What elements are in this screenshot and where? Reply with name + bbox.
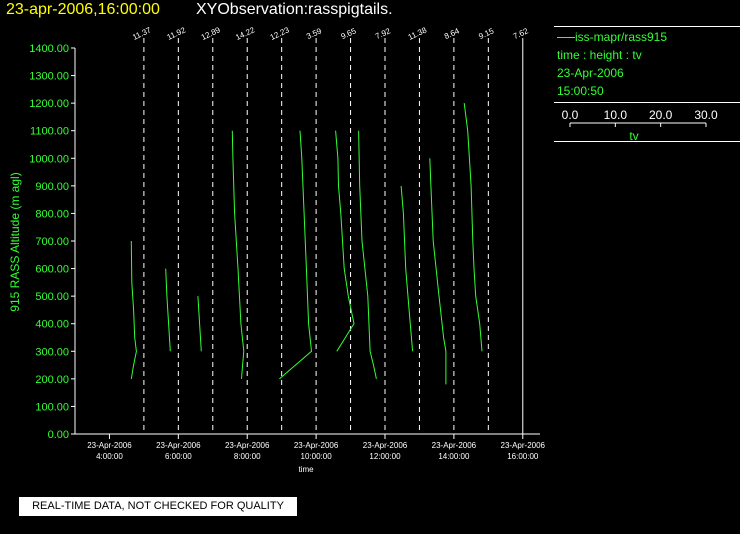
y-tick-label: 300.00 (35, 346, 69, 358)
y-tick-label: 100.00 (35, 401, 69, 413)
observation-title: XYObservation:rasspigtails. (196, 1, 393, 18)
profile-reference-value: 8.64 (443, 26, 461, 41)
legend-scale-tick-label: 0.0 (562, 108, 579, 122)
x-tick-time-label: 10:00:00 (301, 452, 333, 461)
legend-scale-tick-label: 10.0 (604, 108, 628, 122)
y-tick-label: 1300.00 (29, 71, 69, 83)
x-tick-date-label: 23-Apr-2006 (432, 441, 477, 450)
profile-trace (429, 158, 447, 385)
legend-scale-tick-label: 30.0 (694, 108, 718, 122)
legend-scale-label: tv (629, 129, 638, 143)
x-tick-time-label: 16:00:00 (507, 452, 539, 461)
profile-trace (130, 240, 137, 379)
legend-middle-rule (554, 102, 740, 103)
x-tick-date-label: 23-Apr-2006 (294, 441, 339, 450)
profile-trace (231, 130, 245, 379)
y-tick-label: 400.00 (35, 319, 69, 331)
profile-reference-value: 9.15 (477, 26, 495, 41)
profile-reference-value: 11.38 (407, 25, 429, 42)
profile-trace (463, 103, 483, 352)
legend-scale-tick-label: 20.0 (649, 108, 673, 122)
observation-datetime: 23-apr-2006,16:00:00 (6, 1, 160, 18)
x-tick-time-label: 6:00:00 (165, 452, 192, 461)
y-tick-label: 800.00 (35, 208, 69, 220)
x-tick-date-label: 23-Apr-2006 (156, 441, 201, 450)
y-tick-label: 1100.00 (30, 126, 69, 138)
y-tick-label: 1200.00 (29, 98, 69, 110)
profile-reference-value: 11.37 (131, 25, 153, 42)
x-tick-time-label: 8:00:00 (234, 452, 261, 461)
legend-tv-scale: tv 0.0 10.0 20.0 30.0 (562, 108, 718, 143)
profile-trace (197, 296, 202, 352)
x-axis-title: time (298, 465, 314, 474)
y-tick-label: 200.00 (35, 374, 69, 386)
legend-series: iss-mapr/rass915 (557, 30, 667, 44)
y-tick-label: 700.00 (35, 236, 69, 248)
profile-trace (400, 185, 414, 352)
x-tick-time-label: 14:00:00 (438, 452, 470, 461)
legend-line-swatch (557, 37, 575, 39)
y-tick-label: 500.00 (35, 291, 69, 303)
profile-trace (279, 130, 313, 380)
y-tick-label: 1000.00 (29, 153, 69, 165)
quality-note: REAL-TIME DATA, NOT CHECKED FOR QUALITY (19, 497, 297, 516)
y-axis-title: 915 RASS Altitude (m agl) (8, 172, 22, 311)
legend-subtitle: time : height : tv (557, 48, 642, 62)
x-tick-date-label: 23-Apr-2006 (501, 441, 546, 450)
legend-bottom-rule (554, 141, 740, 142)
profile-reference-value: 12.23 (269, 25, 291, 42)
x-tick-time-label: 4:00:00 (96, 452, 123, 461)
x-tick-date-label: 23-Apr-2006 (363, 441, 408, 450)
profile-trace (335, 130, 355, 352)
legend-top-rule (554, 26, 740, 27)
profile-trace (165, 268, 171, 352)
y-tick-label: 0.00 (48, 429, 69, 441)
profile-reference-value: 11.92 (166, 25, 188, 42)
profile-trace (358, 130, 377, 380)
profile-reference-value: 12.89 (200, 25, 222, 42)
profile-reference-value: 14.22 (234, 25, 256, 42)
x-tick-date-label: 23-Apr-2006 (87, 441, 132, 450)
x-tick-time-label: 12:00:00 (369, 452, 401, 461)
legend-time: 15:00:50 (557, 84, 604, 98)
profile-reference-value: 7.92 (374, 26, 392, 41)
profile-reference-value: 3.59 (305, 26, 323, 41)
profile-reference-value: 9.65 (340, 26, 358, 41)
y-tick-label: 900.00 (35, 181, 69, 193)
y-tick-label: 600.00 (35, 264, 69, 276)
profile-reference-value: 7.62 (512, 26, 530, 41)
legend-date: 23-Apr-2006 (557, 66, 624, 80)
x-tick-date-label: 23-Apr-2006 (225, 441, 270, 450)
y-tick-label: 1400.00 (29, 43, 69, 55)
legend-series-label: iss-mapr/rass915 (575, 30, 668, 44)
